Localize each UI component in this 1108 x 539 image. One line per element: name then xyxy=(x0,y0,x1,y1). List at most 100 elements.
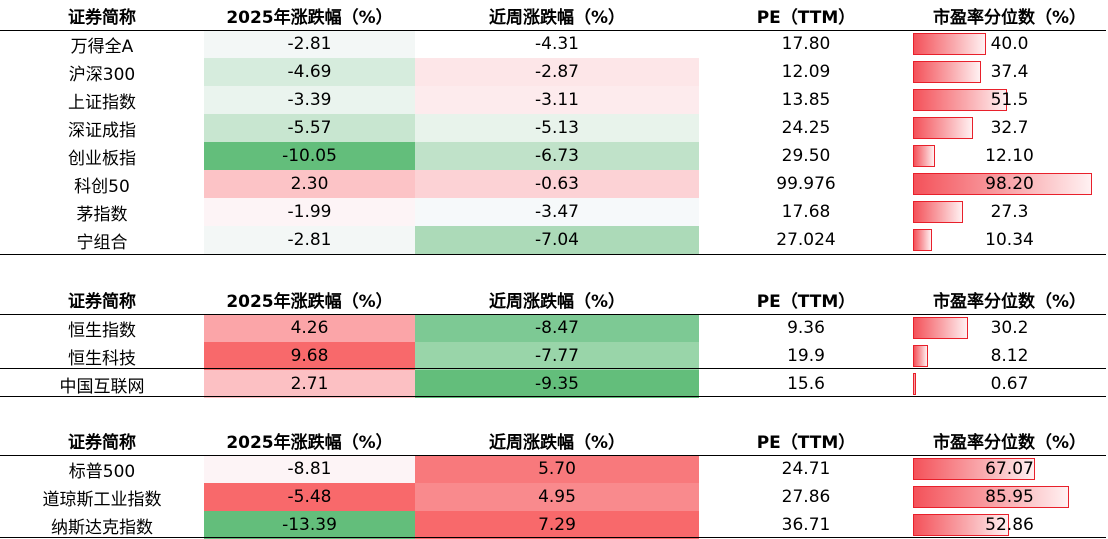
pe-ttm-cell: 19.9 xyxy=(787,346,825,366)
percentile-data-bar xyxy=(913,317,968,339)
table-row: 标普500 -8.81 5.70 24.71 67.07 xyxy=(0,455,1106,483)
security-name-cell: 沪深300 xyxy=(68,64,136,85)
week-change-cell: 5.70 xyxy=(415,455,699,483)
ytd-change-cell: 2.30 xyxy=(204,170,415,198)
valuation-table-1: 证券简称 2025年涨跌幅（%） 近周涨跌幅（%） PE（TTM） 市盈率分位数（%）万… xyxy=(0,0,1106,255)
week-change-cell: 7.29 xyxy=(415,511,699,539)
week-change-cell: -2.87 xyxy=(415,58,699,86)
header-pe-ttm: PE（TTM） xyxy=(756,291,856,312)
pe-ttm-cell: 29.50 xyxy=(781,146,831,166)
pe-ttm-cell: 24.71 xyxy=(781,459,831,479)
valuation-table-2: 证券简称 2025年涨跌幅（%） 近周涨跌幅（%） PE（TTM） 市盈率分位数（%）恒… xyxy=(0,284,1106,398)
table-header-row: 证券简称 2025年涨跌幅（%） 近周涨跌幅（%） PE（TTM） 市盈率分位数（%） xyxy=(0,425,1106,455)
percentile-data-bar xyxy=(913,89,1007,111)
pe-ttm-cell: 27.86 xyxy=(781,487,831,507)
week-change-cell: -3.11 xyxy=(415,86,699,114)
percentile-value: 8.12 xyxy=(990,346,1029,366)
table-row: 恒生指数 4.26 -8.47 9.36 30.2 xyxy=(0,314,1106,342)
ytd-change-cell: -10.05 xyxy=(204,142,415,170)
security-name-cell: 中国互联网 xyxy=(59,376,145,397)
table-rule-line xyxy=(0,396,1106,397)
pe-percentile-cell: 8.12 xyxy=(913,342,1106,370)
percentile-value: 98.20 xyxy=(985,174,1034,194)
header-pe-ttm: PE（TTM） xyxy=(756,7,856,28)
ytd-change-cell: -8.81 xyxy=(204,455,415,483)
percentile-value: 12.10 xyxy=(985,146,1034,166)
pe-percentile-cell: 37.4 xyxy=(913,58,1106,86)
pe-percentile-cell: 85.95 xyxy=(913,483,1106,511)
pe-percentile-cell: 10.34 xyxy=(913,226,1106,254)
security-name-cell: 深证成指 xyxy=(68,120,136,141)
pe-percentile-cell: 52.86 xyxy=(913,511,1106,539)
table-header-row: 证券简称 2025年涨跌幅（%） 近周涨跌幅（%） PE（TTM） 市盈率分位数（%） xyxy=(0,284,1106,314)
header-pe-percentile: 市盈率分位数（%） xyxy=(932,291,1087,312)
percentile-data-bar xyxy=(913,61,981,83)
security-name-cell: 科创50 xyxy=(74,176,130,197)
table-row: 深证成指 -5.57 -5.13 24.25 32.7 xyxy=(0,114,1106,142)
pe-ttm-cell: 9.36 xyxy=(787,318,825,338)
ytd-change-cell: -1.99 xyxy=(204,198,415,226)
percentile-data-bar xyxy=(913,173,1092,195)
percentile-data-bar xyxy=(913,373,916,395)
header-pe-percentile: 市盈率分位数（%） xyxy=(932,7,1087,28)
percentile-value: 52.86 xyxy=(985,515,1034,535)
security-name-cell: 茅指数 xyxy=(76,204,128,225)
pe-percentile-cell: 32.7 xyxy=(913,114,1106,142)
pe-percentile-cell: 12.10 xyxy=(913,142,1106,170)
percentile-value: 40.0 xyxy=(990,34,1029,54)
percentile-data-bar xyxy=(913,33,986,55)
security-name-cell: 恒生指数 xyxy=(68,320,136,341)
pe-ttm-cell: 13.85 xyxy=(781,90,831,110)
header-ytd-change: 2025年涨跌幅（%） xyxy=(226,432,393,453)
table-row: 科创50 2.30 -0.63 99.976 98.20 xyxy=(0,170,1106,198)
percentile-data-bar xyxy=(913,145,935,167)
percentile-data-bar xyxy=(913,117,973,139)
percentile-value: 27.3 xyxy=(990,202,1029,222)
percentile-value: 32.7 xyxy=(990,118,1029,138)
pe-ttm-cell: 12.09 xyxy=(781,62,831,82)
pe-percentile-cell: 67.07 xyxy=(913,455,1106,483)
pe-ttm-cell: 27.024 xyxy=(776,230,836,250)
table-rule-line xyxy=(0,314,1106,315)
percentile-value: 85.95 xyxy=(985,487,1034,507)
table-rule-line xyxy=(0,455,1106,456)
table-row: 茅指数 -1.99 -3.47 17.68 27.3 xyxy=(0,198,1106,226)
week-change-cell: -5.13 xyxy=(415,114,699,142)
table-row: 道琼斯工业指数 -5.48 4.95 27.86 85.95 xyxy=(0,483,1106,511)
table-rule-line xyxy=(0,254,1106,255)
header-security-name: 证券简称 xyxy=(68,7,136,28)
security-name-cell: 创业板指 xyxy=(68,148,136,169)
security-name-cell: 标普500 xyxy=(68,461,136,482)
week-change-cell: -7.77 xyxy=(415,342,699,370)
ytd-change-cell: -4.69 xyxy=(204,58,415,86)
table-row: 宁组合 -2.81 -7.04 27.024 10.34 xyxy=(0,226,1106,254)
security-name-cell: 上证指数 xyxy=(68,92,136,113)
security-name-cell: 纳斯达克指数 xyxy=(51,517,153,538)
week-change-cell: -3.47 xyxy=(415,198,699,226)
percentile-value: 37.4 xyxy=(990,62,1029,82)
percentile-data-bar xyxy=(913,458,1035,480)
header-security-name: 证券简称 xyxy=(68,432,136,453)
header-ytd-change: 2025年涨跌幅（%） xyxy=(226,291,393,312)
week-change-cell: -9.35 xyxy=(415,370,699,398)
ytd-change-cell: 4.26 xyxy=(204,314,415,342)
table-rule-line xyxy=(0,368,1106,369)
week-change-cell: 4.95 xyxy=(415,483,699,511)
ytd-change-cell: -2.81 xyxy=(204,30,415,58)
pe-percentile-cell: 30.2 xyxy=(913,314,1106,342)
security-name-cell: 道琼斯工业指数 xyxy=(42,489,162,510)
header-pe-ttm: PE（TTM） xyxy=(756,432,856,453)
header-week-change: 近周涨跌幅（%） xyxy=(488,291,626,312)
security-name-cell: 万得全A xyxy=(70,36,134,57)
ytd-change-cell: -5.57 xyxy=(204,114,415,142)
table-header-row: 证券简称 2025年涨跌幅（%） 近周涨跌幅（%） PE（TTM） 市盈率分位数（%） xyxy=(0,0,1106,30)
pe-ttm-cell: 24.25 xyxy=(781,118,831,138)
table-row: 上证指数 -3.39 -3.11 13.85 51.5 xyxy=(0,86,1106,114)
table-row: 万得全A -2.81 -4.31 17.80 40.0 xyxy=(0,30,1106,58)
table-row: 恒生科技 9.68 -7.77 19.9 8.12 xyxy=(0,342,1106,370)
ytd-change-cell: 2.71 xyxy=(204,370,415,398)
percentile-value: 0.67 xyxy=(990,374,1029,394)
week-change-cell: -4.31 xyxy=(415,30,699,58)
pe-ttm-cell: 17.80 xyxy=(781,34,831,54)
ytd-change-cell: -5.48 xyxy=(204,483,415,511)
